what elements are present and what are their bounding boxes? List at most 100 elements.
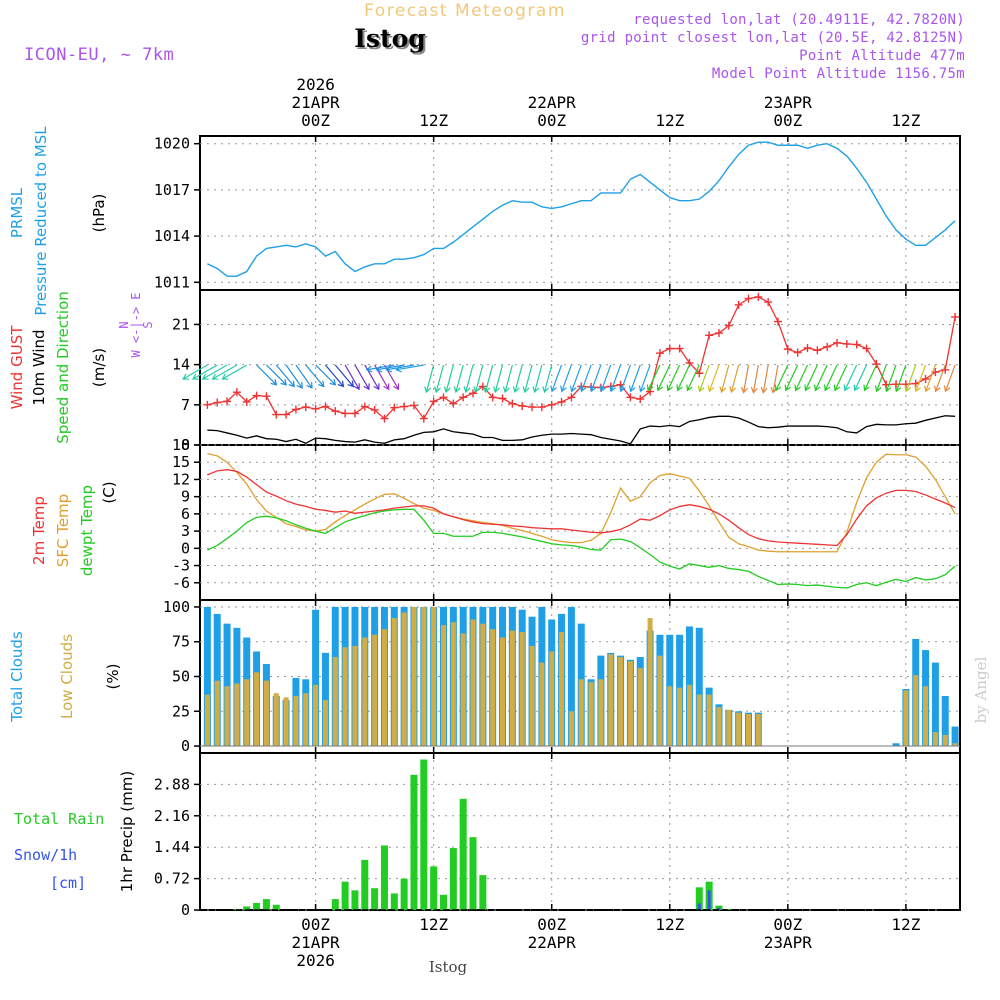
low-cloud-bar [509, 630, 515, 747]
snow-bar [717, 907, 721, 910]
bottom-time-label: 12Z [655, 915, 684, 934]
total-cloud-bar [931, 662, 939, 747]
top-time-label: 23APR [764, 93, 813, 112]
gust-marker [203, 400, 212, 409]
gust-marker [252, 391, 261, 400]
wind-arrow [823, 364, 838, 392]
y-tick-label: 100 [163, 598, 190, 616]
ylabel-total-clouds: Total Clouds [8, 631, 26, 723]
y-tick-label: 75 [172, 633, 190, 651]
gust-marker [291, 405, 300, 414]
low-cloud-bar [952, 743, 958, 747]
y-tick-label: 12 [172, 470, 190, 488]
gust-marker [469, 389, 478, 398]
wind-arrow [599, 364, 612, 393]
wind-arrow [295, 364, 313, 389]
wind-arrow [924, 364, 936, 393]
bottom-time-label: 2026 [296, 951, 335, 970]
wind-arrow [750, 364, 759, 394]
gust-marker [409, 401, 418, 410]
low-cloud-bar [411, 606, 417, 747]
rain-bar [371, 888, 379, 910]
gust-marker [626, 393, 635, 402]
wind-arrow [833, 364, 848, 392]
low-cloud-bar [736, 712, 742, 747]
wind-arrow [943, 364, 956, 393]
rain-bar [420, 759, 428, 910]
low-cloud-bar [352, 645, 358, 747]
label-snow-units: [cm] [50, 874, 86, 892]
grid-point-coords: grid point closest lon,lat (20.5E, 42.81… [581, 30, 965, 46]
low-cloud-bar [913, 675, 919, 747]
top-time-label: 22APR [528, 93, 577, 112]
rain-bar [430, 866, 438, 910]
wind-arrow [365, 364, 395, 373]
gust-marker [459, 393, 468, 402]
header: Forecast Meteogram Istog Istog ICON-EU, … [24, 1, 965, 82]
low-cloud-bar [322, 700, 328, 747]
gust-marker [350, 409, 359, 418]
gust-marker [429, 397, 438, 406]
wind-arrow [656, 364, 671, 392]
low-cloud-bar [224, 686, 230, 747]
low-cloud-bar [460, 633, 466, 747]
low-cloud-bar [490, 629, 496, 747]
wind-arrow [182, 364, 208, 380]
gust-marker [242, 397, 251, 406]
wind-arrow [719, 364, 730, 394]
gust-marker [705, 331, 714, 340]
wind-arrow [305, 364, 325, 388]
gust-marker [951, 312, 960, 321]
low-cloud-bar [519, 631, 525, 747]
model-altitude: Model Point Altitude 1156.75m [712, 66, 965, 82]
gust-marker [370, 405, 379, 414]
rain-bar [479, 875, 487, 910]
wind-line [207, 415, 956, 445]
wind-arrow [628, 364, 641, 393]
gust-marker [714, 329, 723, 338]
wind-arrow [502, 364, 513, 394]
gust-marker [665, 344, 674, 353]
ylabel-sfc-temp: SFC Temp [54, 494, 72, 567]
low-cloud-bar [529, 645, 535, 747]
low-cloud-bar [755, 714, 761, 747]
rain-bar [380, 845, 388, 910]
rain-bar [469, 837, 477, 910]
wind-arrow [804, 364, 818, 392]
y-tick-label: 1014 [154, 227, 190, 245]
low-cloud-bar [745, 714, 751, 747]
low-cloud-bar [686, 684, 692, 747]
y-tick-label: 0 [181, 901, 190, 919]
location-title-shadow: Istog [356, 26, 427, 55]
gust-marker [390, 403, 399, 412]
wind-arrow [589, 364, 602, 393]
point-altitude: Point Altitude 477m [799, 48, 965, 64]
ylabel-pressure: Pressure Reduced to MSL [32, 126, 50, 316]
gust-marker [478, 382, 487, 391]
gust-marker [537, 403, 546, 412]
wind-arrow [483, 364, 494, 394]
top-time-label: 12Z [655, 111, 684, 130]
compass-rose: NW <-|-> ES [117, 292, 155, 357]
low-cloud-bar [401, 612, 407, 747]
wind-arrow [256, 364, 278, 386]
wind-arrow [569, 364, 582, 393]
ylabel-wind: 10m Wind [30, 329, 48, 405]
low-cloud-bar [244, 679, 250, 747]
low-cloud-bar [726, 709, 732, 747]
gust-marker [419, 414, 428, 423]
wind-arrow [560, 364, 572, 393]
low-cloud-bar [706, 694, 712, 747]
wind-arrow [211, 364, 238, 380]
rain-bar [253, 903, 261, 910]
label-snow: Snow/1h [14, 846, 77, 864]
compass-west-east: W <-|-> E [129, 292, 143, 357]
low-cloud-bar [480, 623, 486, 747]
product-title: Forecast Meteogram [364, 1, 566, 21]
wind-arrow [638, 364, 651, 393]
bottom-time-label: 12Z [419, 915, 448, 934]
low-cloud-bar [588, 682, 594, 747]
wind-arrow [265, 364, 288, 386]
gust-marker [675, 344, 684, 353]
y-tick-label: 2.88 [154, 775, 190, 793]
